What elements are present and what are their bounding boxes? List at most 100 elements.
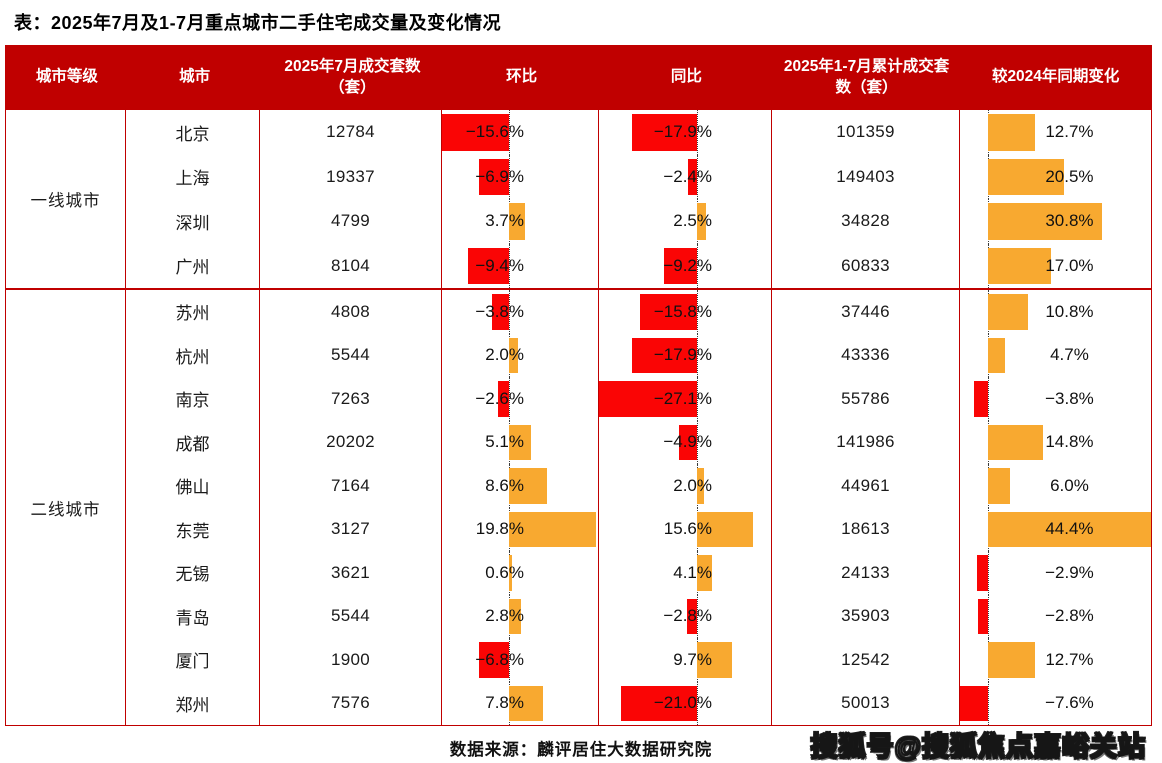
yoy-bar (599, 381, 697, 417)
city-cell: 北京 (126, 110, 260, 155)
jul-count-cell: 5544 (260, 594, 442, 638)
tier-rows: 苏州 4808 −3.8% −15.8% 37446 10.8% 杭州 5544 2.0% −17… (126, 290, 1151, 725)
chg-bar (987, 424, 1043, 460)
yoy-bar (697, 642, 733, 678)
cum-count-cell: 37446 (772, 290, 960, 334)
city-cell: 南京 (126, 377, 260, 421)
mom-bar (509, 468, 547, 504)
table-row: 无锡 3621 0.6% 4.1% 24133 −2.9% (126, 551, 1151, 595)
jul-count-cell: 4808 (260, 290, 442, 334)
mom-label: 2.8% (485, 606, 524, 626)
city-cell: 上海 (126, 154, 260, 199)
chg-label: −2.9% (1045, 562, 1094, 582)
zero-axis-line (697, 110, 698, 155)
yoy-label: −15.8% (653, 301, 712, 321)
chg-bar-cell: 14.8% (960, 420, 1151, 464)
yoy-bar (686, 598, 697, 634)
yoy-label: 9.7% (673, 649, 712, 669)
mom-label: 19.8% (475, 519, 524, 539)
chg-label: 30.8% (1045, 211, 1094, 231)
chg-bar (987, 114, 1035, 151)
zero-axis-line (697, 420, 698, 464)
header-row: 城市等级 城市 2025年7月成交套数（套） 环比 同比 2025年1-7月累计… (6, 45, 1151, 110)
yoy-bar-cell: −17.9% (599, 110, 772, 155)
mom-bar-cell: 8.6% (442, 464, 599, 508)
table-row: 南京 7263 −2.6% −27.1% 55786 −3.8% (126, 377, 1151, 421)
tier-cell: 一线城市 (6, 110, 126, 288)
yoy-label: 2.0% (673, 475, 712, 495)
chg-bar (987, 337, 1006, 373)
cum-count-cell: 101359 (772, 110, 960, 155)
yoy-bar-cell: 4.1% (599, 551, 772, 595)
table-row: 东莞 3127 19.8% 15.6% 18613 44.4% (126, 507, 1151, 551)
chg-bar (960, 685, 988, 721)
mom-bar (492, 294, 509, 330)
yoy-bar (697, 468, 705, 504)
mom-bar-cell: −3.8% (442, 290, 599, 334)
zero-axis-line (697, 333, 698, 377)
header-cell-tier: 城市等级 (35, 68, 98, 86)
jul-count-cell: 7263 (260, 377, 442, 421)
jul-count-cell: 5544 (260, 333, 442, 377)
yoy-bar-cell: −21.0% (599, 681, 772, 725)
table-row: 广州 8104 −9.4% −9.2% 60833 17.0% (126, 243, 1151, 288)
city-cell: 厦门 (126, 638, 260, 682)
mom-bar-cell: −2.6% (442, 377, 599, 421)
chg-bar-cell: 17.0% (960, 243, 1151, 288)
zero-axis-line (987, 594, 989, 638)
jul-count-cell: 20202 (260, 420, 442, 464)
jul-count-cell: 19337 (260, 154, 442, 199)
chg-label: 4.7% (1050, 345, 1089, 365)
zero-axis-line (509, 154, 510, 199)
tier-cell: 二线城市 (6, 290, 126, 725)
yoy-label: −27.1% (653, 388, 712, 408)
zero-axis-line (697, 377, 698, 421)
yoy-bar (679, 424, 697, 460)
cum-count-cell: 141986 (772, 420, 960, 464)
mom-bar (509, 424, 532, 460)
mom-bar-cell: 7.8% (442, 681, 599, 725)
mom-bar-cell: −9.4% (442, 243, 599, 288)
jul-count-cell: 1900 (260, 638, 442, 682)
zero-axis-line (987, 681, 989, 725)
mom-label: −6.9% (475, 166, 524, 186)
chg-bar-cell: −2.9% (960, 551, 1151, 595)
header-cell-cum-count: 2025年1-7月累计成交套数（套） (783, 57, 950, 96)
yoy-bar-cell: −15.8% (599, 290, 772, 334)
chg-label: 20.5% (1045, 166, 1094, 186)
mom-bar (467, 247, 509, 284)
zero-axis-line (509, 638, 510, 682)
yoy-label: −4.9% (663, 432, 712, 452)
chg-label: −7.6% (1045, 693, 1094, 713)
chg-bar (987, 203, 1102, 240)
zero-axis-line (987, 377, 989, 421)
mom-label: −3.8% (475, 301, 524, 321)
yoy-bar (697, 511, 754, 547)
header-cell-chg: 较2024年同期变化 (991, 68, 1120, 86)
mom-label: 3.7% (485, 211, 524, 231)
chg-label: 17.0% (1045, 255, 1094, 275)
mom-bar-cell: 0.6% (442, 551, 599, 595)
yoy-bar-cell: −9.2% (599, 243, 772, 288)
mom-bar (509, 203, 526, 240)
cum-count-cell: 24133 (772, 551, 960, 595)
tier-group-second: 二线城市 苏州 4808 −3.8% −15.8% 37446 10.8% 杭州 5544 2.… (6, 288, 1151, 725)
chg-label: 10.8% (1045, 301, 1094, 321)
zero-axis-line (509, 110, 510, 155)
mom-bar-cell: 2.0% (442, 333, 599, 377)
jul-count-cell: 3621 (260, 551, 442, 595)
zero-axis-line (697, 290, 698, 334)
mom-bar (479, 642, 509, 678)
zero-axis-line (509, 377, 510, 421)
chg-label: 6.0% (1050, 475, 1089, 495)
header-cell-yoy: 同比 (670, 68, 702, 86)
chg-label: 14.8% (1045, 432, 1094, 452)
jul-count-cell: 3127 (260, 507, 442, 551)
chg-label: 12.7% (1045, 649, 1094, 669)
chg-bar-cell: 6.0% (960, 464, 1151, 508)
yoy-label: −21.0% (653, 693, 712, 713)
yoy-bar-cell: −2.4% (599, 154, 772, 199)
mom-bar (442, 114, 509, 151)
yoy-bar-cell: −27.1% (599, 377, 772, 421)
cum-count-cell: 12542 (772, 638, 960, 682)
